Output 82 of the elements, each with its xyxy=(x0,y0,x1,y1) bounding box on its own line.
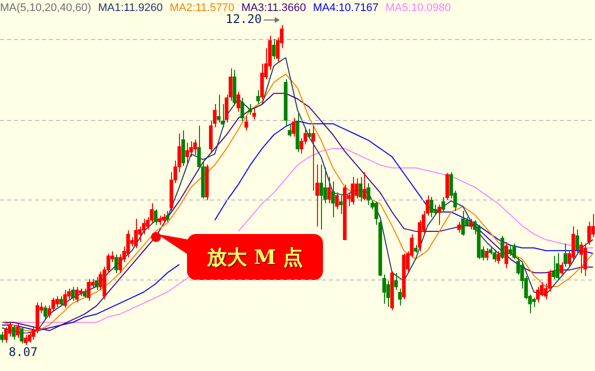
text: MA3:11.3660 xyxy=(241,2,306,14)
text: MA1:11.9260 xyxy=(98,2,163,14)
legend-title: MA(5,10,20,40,60) xyxy=(0,2,92,14)
candlestick xyxy=(362,172,366,201)
candlestick xyxy=(134,218,138,249)
candlestick xyxy=(154,208,158,226)
candlestick xyxy=(441,196,446,214)
candlestick xyxy=(193,139,197,156)
candlestick xyxy=(185,142,189,165)
candlestick xyxy=(552,255,556,280)
candlestick xyxy=(438,204,442,226)
candlestick xyxy=(59,296,63,306)
candlestick xyxy=(16,324,20,339)
text: MA2:11.5770 xyxy=(170,2,234,14)
annotation: 放大 M 点 xyxy=(187,234,323,280)
candlestick xyxy=(564,243,568,268)
candlestick xyxy=(43,304,48,320)
candlestick xyxy=(484,248,488,262)
candlestick xyxy=(162,214,166,224)
candlestick xyxy=(457,221,461,234)
candlestick xyxy=(469,218,473,230)
candlestick xyxy=(500,235,504,260)
candlestick xyxy=(12,325,16,340)
candlestick xyxy=(236,91,240,112)
candlestick xyxy=(461,210,465,236)
candlestick xyxy=(256,90,260,105)
candlestick xyxy=(579,241,584,274)
candlestick xyxy=(430,196,434,218)
candlestick xyxy=(587,221,591,246)
candlestick xyxy=(335,192,339,210)
candlestick xyxy=(94,276,98,290)
candlestick xyxy=(512,243,516,260)
candlestick xyxy=(114,254,118,274)
candlestick xyxy=(63,289,67,308)
candlestick xyxy=(20,326,24,344)
candlestick xyxy=(307,128,312,139)
candlestick xyxy=(394,272,398,290)
candlestick xyxy=(55,296,59,308)
text: MA5:10.0980 xyxy=(385,2,451,14)
candlestick xyxy=(492,249,496,263)
candlestick xyxy=(575,229,580,254)
annotation: 8.07 xyxy=(8,345,38,360)
candlestick xyxy=(181,130,186,167)
candlestick xyxy=(358,176,362,202)
candlestick xyxy=(560,262,564,277)
candlestick xyxy=(504,241,508,269)
candlestick xyxy=(82,288,87,298)
candlestick xyxy=(556,252,560,280)
candlestick xyxy=(216,94,221,124)
annotation: 12.20 xyxy=(226,12,262,26)
candlestick xyxy=(496,250,500,264)
candlestick xyxy=(240,97,244,122)
candlestick xyxy=(292,117,296,138)
candlestick xyxy=(252,108,256,120)
candlestick xyxy=(508,244,512,256)
candlestick xyxy=(350,176,354,206)
candlestick xyxy=(398,288,402,306)
candlestick xyxy=(583,243,587,277)
candlestick xyxy=(86,278,90,302)
candlestick xyxy=(4,326,8,344)
candlestick xyxy=(354,178,358,200)
candlestick xyxy=(244,116,248,131)
candlestick xyxy=(0,331,4,344)
candlestick xyxy=(327,176,331,204)
candlestick xyxy=(166,210,170,222)
candlestick xyxy=(434,204,438,215)
candlestick xyxy=(288,124,292,138)
candlestick xyxy=(126,230,130,258)
candlestick xyxy=(272,38,276,60)
candlestick xyxy=(24,334,28,346)
candlestick xyxy=(536,286,540,303)
candlestick xyxy=(366,182,370,206)
candlestick xyxy=(118,254,122,274)
candlestick xyxy=(75,286,79,303)
candlestick xyxy=(28,331,32,344)
candlestick xyxy=(331,181,335,218)
candlestick xyxy=(382,274,386,304)
candlestick xyxy=(319,164,323,230)
candlestick xyxy=(445,172,450,201)
text: MA4:10.7167 xyxy=(313,2,378,14)
candlestick xyxy=(71,286,75,302)
candlestick xyxy=(532,297,536,308)
